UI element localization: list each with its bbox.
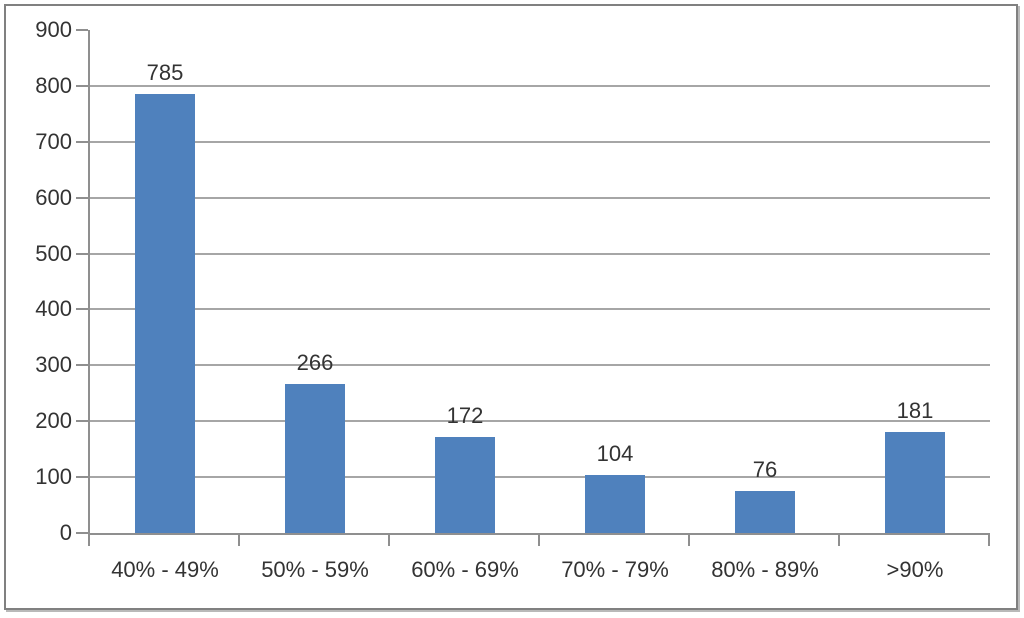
y-axis-tick <box>76 140 88 143</box>
y-gridline <box>90 84 990 87</box>
x-category-label: 60% - 69% <box>411 557 519 582</box>
y-gridline <box>90 308 990 311</box>
bar <box>735 490 795 533</box>
y-axis-tick-label: 600 <box>35 184 72 210</box>
bar <box>135 94 195 533</box>
bar-value-label: 181 <box>896 397 934 423</box>
x-axis-tick <box>388 533 390 546</box>
y-axis-tick <box>76 420 88 423</box>
y-axis-tick <box>76 308 88 311</box>
x-category-label: 50% - 59% <box>261 557 369 582</box>
y-gridline <box>90 476 990 479</box>
y-axis-tick-label: 300 <box>35 352 72 378</box>
bar-value-label: 785 <box>146 60 184 86</box>
y-gridline <box>90 420 990 423</box>
bar <box>585 474 645 533</box>
x-category-label: 80% - 89% <box>711 557 819 582</box>
y-axis-tick-label: 800 <box>35 72 72 98</box>
bar <box>285 384 345 533</box>
x-category-label: 70% - 79% <box>561 557 669 582</box>
y-axis-tick <box>76 252 88 255</box>
x-axis-tick <box>88 533 90 546</box>
y-gridline <box>90 196 990 199</box>
y-axis-tick <box>76 532 88 534</box>
y-axis-tick <box>76 84 88 87</box>
y-axis-tick-label: 700 <box>35 128 72 154</box>
y-axis-tick-label: 0 <box>59 520 72 545</box>
x-axis-tick <box>838 533 840 546</box>
y-axis-line <box>88 30 90 535</box>
y-axis-tick-label: 100 <box>35 464 72 490</box>
x-category-label: >90% <box>886 557 944 582</box>
y-axis-tick-label: 900 <box>35 17 72 42</box>
x-category-label: 40% - 49% <box>111 557 219 582</box>
y-axis-tick-label: 200 <box>35 408 72 434</box>
y-gridline <box>90 140 990 143</box>
bar-value-label: 76 <box>752 456 778 482</box>
y-axis-tick-label: 400 <box>35 296 72 322</box>
bar <box>435 436 495 533</box>
x-axis-tick <box>688 533 690 546</box>
x-axis-tick <box>538 533 540 546</box>
y-axis-tick <box>76 29 88 31</box>
y-axis-tick <box>76 476 88 479</box>
y-gridline <box>90 252 990 255</box>
x-axis-tick <box>238 533 240 546</box>
bar <box>885 431 945 533</box>
bar-value-label: 104 <box>596 440 634 466</box>
y-gridline <box>90 364 990 367</box>
y-axis-tick-label: 500 <box>35 240 72 266</box>
bar-value-label: 172 <box>446 402 484 428</box>
x-axis-tick <box>988 533 990 546</box>
y-axis-tick <box>76 196 88 199</box>
y-axis-tick <box>76 364 88 367</box>
bar-value-label: 266 <box>296 350 334 376</box>
